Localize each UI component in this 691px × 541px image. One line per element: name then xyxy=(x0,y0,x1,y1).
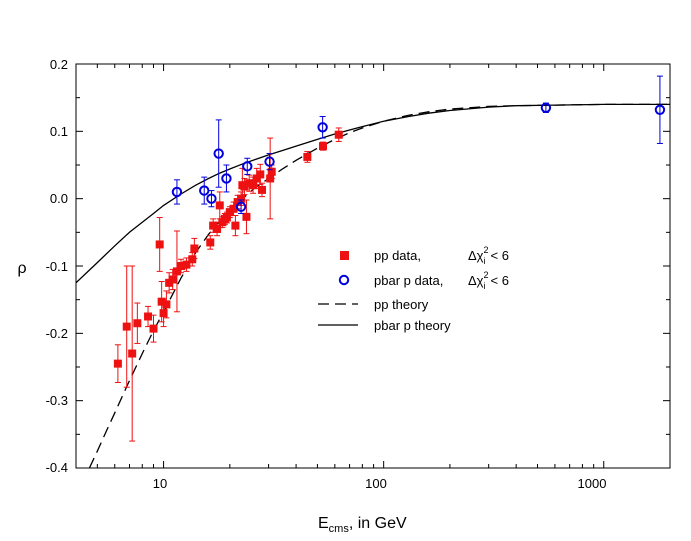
pp-data-point xyxy=(162,300,171,309)
pp-data-point xyxy=(182,260,191,269)
y-tick-label: -0.4 xyxy=(46,460,68,475)
pp-data-point xyxy=(215,201,224,210)
pp-data-point xyxy=(303,152,312,161)
legend: pp data, Δχ2 i < 6 pbar p data, Δχ2 i < 6 pp… xyxy=(318,245,509,333)
x-axis-label-rest: , in GeV xyxy=(349,515,407,532)
pp-data-point xyxy=(206,238,215,247)
pp-data-point xyxy=(144,312,153,321)
pp-data-point xyxy=(267,167,276,176)
chi-rel: < 6 xyxy=(491,273,509,288)
legend-label-pp: pp data, xyxy=(374,248,421,263)
pbar-p-data-point xyxy=(540,102,552,113)
x-axis-label: Ecms, in GeV xyxy=(318,515,407,535)
chi-symbol: Δχ xyxy=(468,248,484,263)
x-tick-label: 10 xyxy=(153,476,167,491)
pp-data-point xyxy=(252,174,261,183)
pp-data-point xyxy=(257,185,266,194)
x-axis-label-main: E xyxy=(318,515,329,532)
y-tick-label: -0.2 xyxy=(46,326,68,341)
pp-data-point xyxy=(177,262,186,270)
chi-sub: i xyxy=(484,281,486,291)
pp-data-point xyxy=(155,240,164,249)
pp-data-points xyxy=(113,127,343,442)
pbar-p-data-point xyxy=(317,122,328,133)
pp-data-point xyxy=(157,297,166,306)
legend-label-pbar-p: pbar p data, xyxy=(374,273,443,288)
pp-data-point xyxy=(256,170,265,179)
legend-chi-pbar-p: Δχ2 i < 6 xyxy=(468,270,509,291)
pp-data-point xyxy=(133,319,142,328)
pp-data-point xyxy=(113,359,122,368)
legend-chi-pp: Δχ2 i < 6 xyxy=(468,245,509,266)
x-tick-labels: 10 100 1000 xyxy=(153,476,607,491)
pbar-p-data-point xyxy=(171,186,183,198)
theory-curves xyxy=(76,103,670,468)
pbar-p-data-point xyxy=(242,161,253,172)
pp-data-point xyxy=(229,204,238,213)
pp-data-point xyxy=(242,212,251,221)
chi-sup: 2 xyxy=(484,270,489,280)
pp-data-point xyxy=(237,194,246,203)
y-tick-label: -0.1 xyxy=(46,259,68,274)
legend-label-pbar-p-theory: pbar p theory xyxy=(374,318,451,333)
y-axis-label: ρ xyxy=(17,260,26,277)
pp-data-point xyxy=(249,181,258,190)
pp-data-point xyxy=(168,275,177,284)
chi-symbol: Δχ xyxy=(468,273,484,288)
pp-data-point xyxy=(318,142,327,151)
pp-data-point xyxy=(188,255,197,264)
pbar-p-data-point xyxy=(221,173,232,184)
chi-sup: 2 xyxy=(484,245,489,255)
pbar-p-data-point xyxy=(206,193,217,204)
y-tick-label: 0.1 xyxy=(50,124,68,139)
x-tick-label: 1000 xyxy=(578,476,607,491)
pp-data-point xyxy=(149,324,158,333)
pp-data-point xyxy=(172,267,181,276)
y-tick-labels: 0.2 0.1 0.0 -0.1 -0.2 -0.3 -0.4 xyxy=(46,57,68,475)
pbar-p-data-point xyxy=(213,148,224,159)
pbar-p-data-point xyxy=(199,185,210,196)
chi-rel: < 6 xyxy=(491,248,509,263)
y-tick-label: 0.0 xyxy=(50,191,68,206)
x-axis-label-sub: cms xyxy=(329,523,350,535)
pp-data-point xyxy=(159,309,168,318)
pp-data-point xyxy=(231,221,240,230)
pp-data-point xyxy=(122,322,131,331)
chi-sub: i xyxy=(484,256,486,266)
pp-data-point xyxy=(190,244,199,253)
y-tick-label: 0.2 xyxy=(50,57,68,72)
pbar-p-data-points xyxy=(171,75,666,214)
pbar-p-data-point xyxy=(264,156,275,167)
legend-label-pp-theory: pp theory xyxy=(374,297,429,312)
axis-ticks xyxy=(76,63,670,469)
pbar-p-data-point xyxy=(654,104,666,115)
legend-marker-pbar-p xyxy=(338,274,350,286)
x-tick-label: 100 xyxy=(365,476,387,491)
pbar-p-data-point xyxy=(235,201,247,212)
pbar-p-theory-curve xyxy=(76,103,670,284)
pp-data-point xyxy=(128,349,137,358)
y-tick-label: -0.3 xyxy=(46,393,68,408)
pp-data-point xyxy=(213,224,222,233)
pp-data-point xyxy=(240,182,249,191)
legend-marker-pp xyxy=(340,251,349,260)
pp-data-point xyxy=(334,130,343,139)
